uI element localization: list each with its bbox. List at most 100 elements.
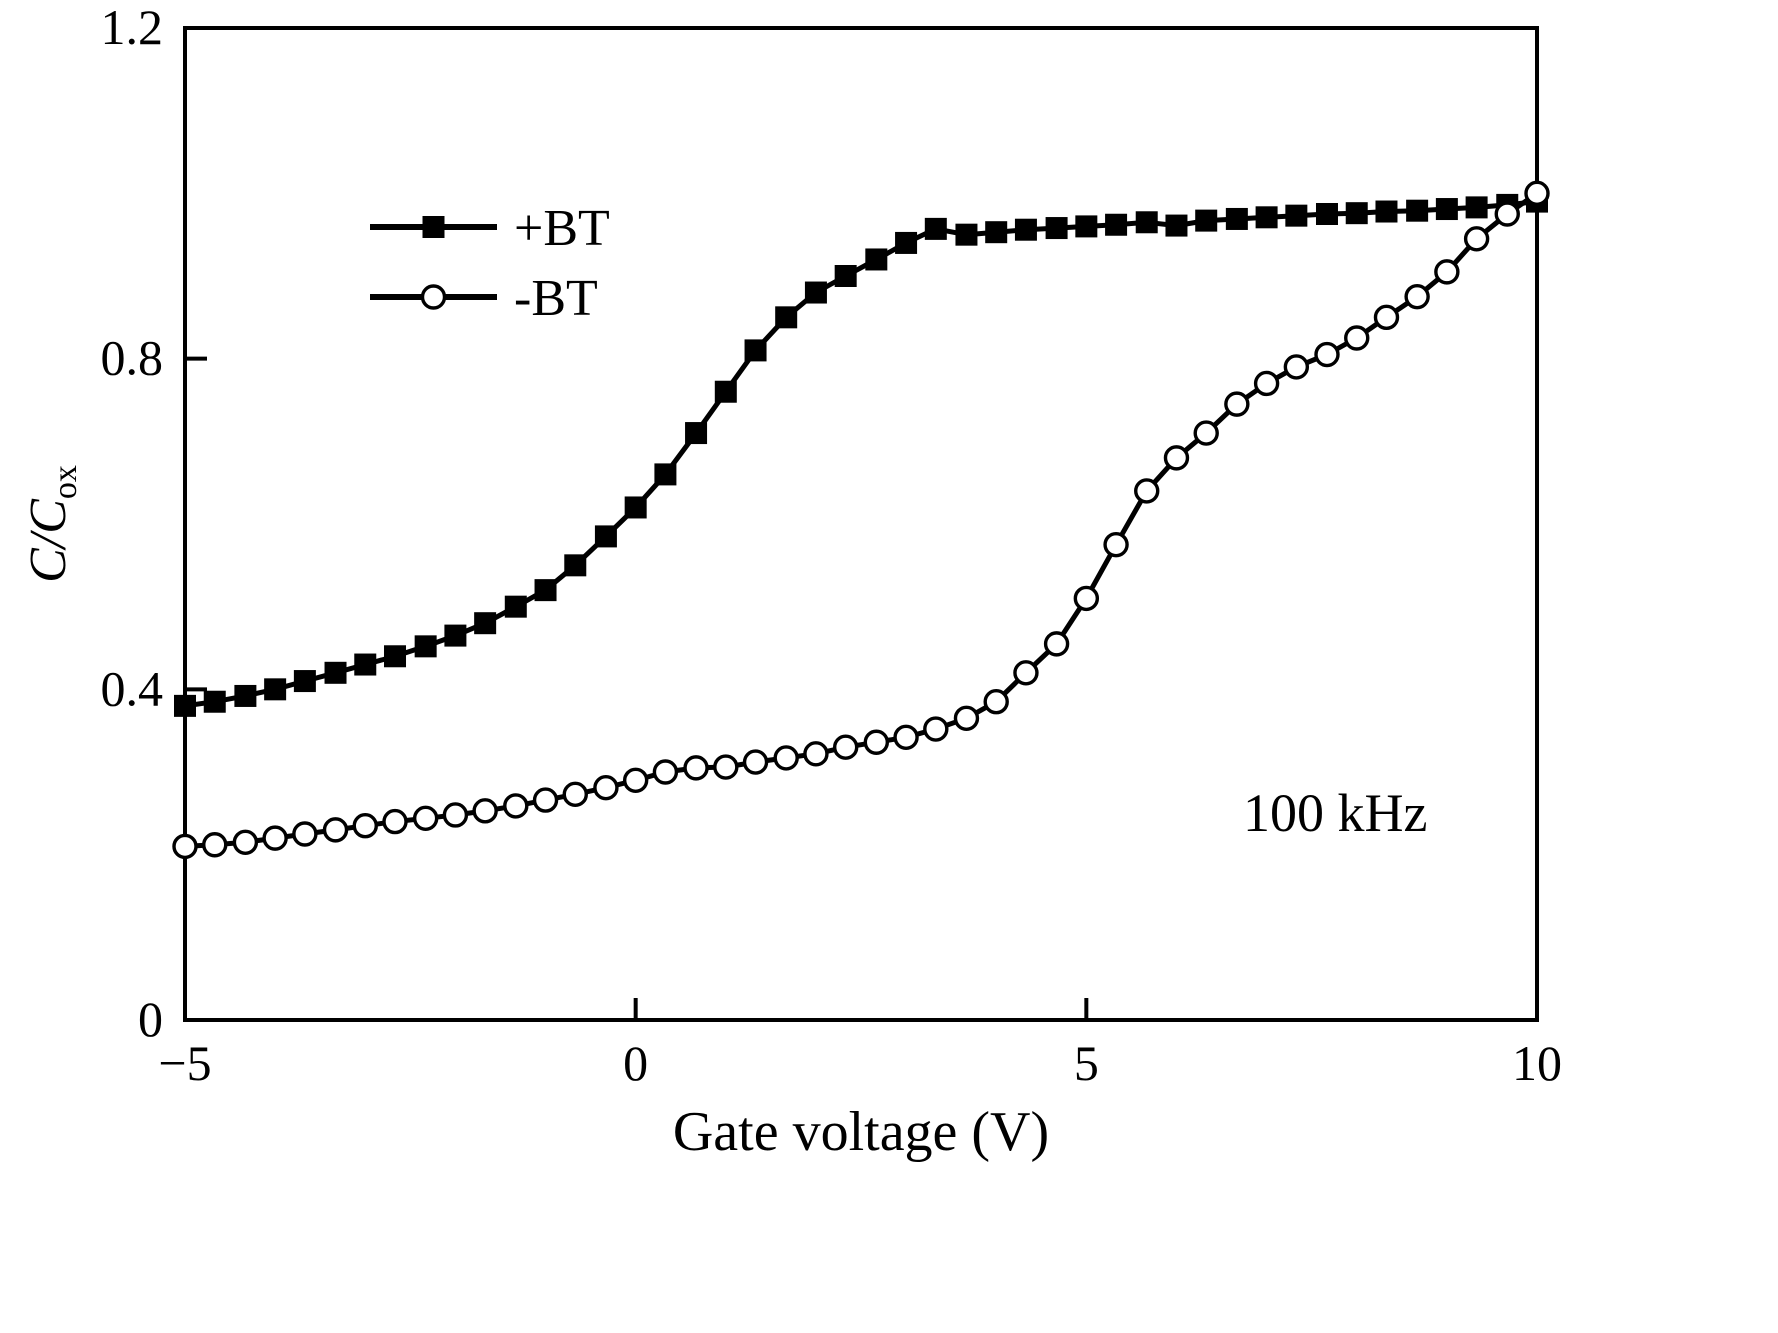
series-marker--BT <box>1253 370 1280 397</box>
series-marker-+BT <box>174 694 196 717</box>
series-marker--BT <box>1494 201 1520 227</box>
series-marker-+BT <box>1105 213 1128 236</box>
series-marker--BT <box>1163 445 1190 471</box>
series-marker-+BT <box>594 525 617 548</box>
series-marker-+BT <box>534 579 557 602</box>
series-line-+BT <box>184 199 1538 709</box>
legend-label-+BT: +BT <box>514 200 610 257</box>
series-marker--BT <box>803 741 829 767</box>
series-marker--BT <box>683 755 709 781</box>
y-tick-label: 0.4 <box>101 660 164 716</box>
series-marker-+BT <box>804 281 827 304</box>
series-marker-+BT <box>1465 196 1488 219</box>
series-marker--BT <box>472 798 498 824</box>
series-marker--BT <box>1314 341 1340 368</box>
series-marker--BT <box>1224 391 1250 417</box>
legend-marker-+BT <box>422 216 445 238</box>
series-marker-+BT <box>1165 214 1188 237</box>
y-axis-title-sub: ox <box>47 465 85 500</box>
series-marker-+BT <box>1135 211 1158 234</box>
series-marker-+BT <box>1406 199 1429 222</box>
series-marker-+BT <box>865 248 888 271</box>
series-marker-+BT <box>354 653 377 676</box>
series-marker--BT <box>652 759 679 785</box>
series-marker--BT <box>1344 325 1370 351</box>
series-marker--BT <box>893 724 919 750</box>
y-tick-label: 0 <box>138 991 163 1047</box>
series-marker--BT <box>352 813 378 839</box>
series-marker--BT <box>262 825 288 851</box>
legend-label--BT: -BT <box>514 270 598 327</box>
legend-marker--BT <box>420 284 447 310</box>
series-marker-+BT <box>924 217 947 240</box>
series-marker-+BT <box>203 690 226 713</box>
series-marker--BT <box>713 754 739 780</box>
series-marker-+BT <box>1195 209 1218 232</box>
series-marker-+BT <box>293 670 316 693</box>
series-marker--BT <box>773 745 799 771</box>
series-marker--BT <box>1013 660 1039 686</box>
series-marker--BT <box>593 775 619 801</box>
series-marker-+BT <box>685 422 708 445</box>
series-marker--BT <box>442 802 469 828</box>
series-marker-+BT <box>414 635 437 658</box>
series-marker--BT <box>1193 420 1219 446</box>
series-marker--BT <box>1283 354 1310 380</box>
series-marker--BT <box>172 833 198 860</box>
series-marker-+BT <box>1285 204 1308 227</box>
x-tick-label: 0 <box>623 1035 648 1091</box>
series-marker-+BT <box>955 223 978 246</box>
y-axis-title-main: C/C <box>19 499 77 583</box>
series-marker--BT <box>1524 180 1550 207</box>
series-marker--BT <box>832 734 859 760</box>
series-marker-+BT <box>744 339 767 362</box>
series-marker--BT <box>202 832 228 858</box>
series-marker-+BT <box>775 306 798 329</box>
series-marker--BT <box>562 781 588 808</box>
series-marker-+BT <box>1315 203 1338 225</box>
series-marker-+BT <box>1375 200 1398 223</box>
series-marker-+BT <box>624 496 647 519</box>
x-axis-title: Gate voltage (V) <box>672 1101 1050 1163</box>
series-marker--BT <box>953 705 980 731</box>
series-marker-+BT <box>1345 202 1368 225</box>
plot-frame <box>183 26 1539 1022</box>
series-marker--BT <box>1373 304 1400 331</box>
series-marker--BT <box>1463 226 1490 252</box>
series-marker-+BT <box>1014 218 1037 241</box>
series-marker-+BT <box>444 624 467 647</box>
y-axis-title: C/Cox <box>19 465 85 583</box>
series-marker-+BT <box>264 678 287 701</box>
series-marker--BT <box>1404 283 1430 310</box>
x-tick-label: 10 <box>1512 1035 1562 1091</box>
series-marker--BT <box>1043 631 1070 657</box>
series-marker-+BT <box>654 463 677 486</box>
series-marker--BT <box>742 749 769 775</box>
series-marker-+BT <box>1075 215 1098 238</box>
series-marker-+BT <box>1045 217 1068 240</box>
series-marker-+BT <box>1225 207 1248 230</box>
series-line--BT <box>184 191 1539 849</box>
series-marker-+BT <box>504 595 527 618</box>
series-marker--BT <box>923 716 949 742</box>
series-marker-+BT <box>564 554 587 577</box>
series-marker--BT <box>322 817 349 843</box>
series-marker--BT <box>1134 478 1160 504</box>
series-marker-+BT <box>324 661 347 684</box>
series-marker--BT <box>1103 531 1129 558</box>
series-marker--BT <box>1073 585 1100 612</box>
series-marker-+BT <box>1435 198 1458 221</box>
series-marker-+BT <box>234 684 257 707</box>
series-marker-+BT <box>834 265 857 287</box>
series-marker-+BT <box>1255 206 1278 229</box>
series-marker-+BT <box>985 221 1008 244</box>
series-marker-+BT <box>895 231 918 254</box>
series-marker-+BT <box>384 645 407 668</box>
series-marker--BT <box>1434 259 1460 285</box>
y-tick-label: 0.8 <box>101 330 164 386</box>
x-tick-label: 5 <box>1074 1035 1099 1091</box>
y-tick-label: 1.2 <box>101 0 164 55</box>
series-marker--BT <box>532 787 559 813</box>
series-marker--BT <box>503 793 529 819</box>
